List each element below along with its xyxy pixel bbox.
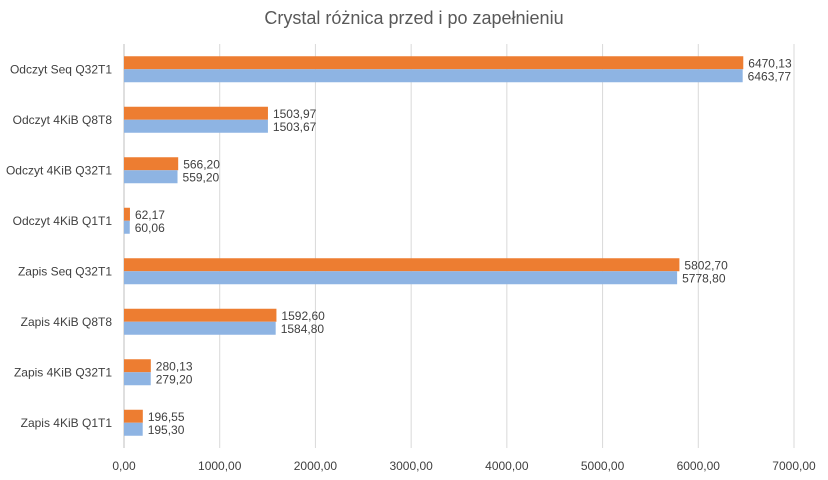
- x-tick-label: 6000,00: [677, 459, 721, 473]
- data-label: 60,06: [135, 221, 165, 235]
- x-tick-label: 2000,00: [294, 459, 338, 473]
- bar: [124, 119, 268, 133]
- data-label: 62,17: [135, 208, 165, 222]
- bar: [124, 207, 130, 221]
- data-label: 280,13: [156, 359, 193, 373]
- bar: [124, 359, 151, 373]
- x-tick-label: 7000,00: [772, 459, 816, 473]
- bar: [124, 422, 143, 436]
- x-tick-label: 3000,00: [389, 459, 433, 473]
- data-label: 6470,13: [748, 56, 792, 70]
- x-tick-label: 4000,00: [485, 459, 529, 473]
- bar: [124, 56, 744, 70]
- data-label: 5802,70: [684, 258, 728, 272]
- data-label: 6463,77: [748, 69, 792, 83]
- data-label: 1592,60: [281, 309, 325, 323]
- chart-title: Crystal różnica przed i po zapełnieniu: [264, 8, 564, 28]
- category-label: Odczyt 4KiB Q1T1: [13, 214, 113, 228]
- x-tick-label: 0,00: [112, 459, 136, 473]
- data-label: 5778,80: [682, 271, 726, 285]
- bar: [124, 321, 276, 335]
- category-label: Zapis 4KiB Q32T1: [14, 365, 112, 379]
- data-label: 195,30: [148, 423, 185, 437]
- bar: [124, 106, 268, 120]
- bar: [124, 271, 678, 285]
- data-label: 559,20: [183, 170, 220, 184]
- bar: [124, 308, 277, 322]
- x-tick-label: 1000,00: [198, 459, 242, 473]
- category-label: Zapis Seq Q32T1: [18, 264, 112, 278]
- data-label: 1503,97: [273, 107, 317, 121]
- bar: [124, 170, 178, 184]
- bar: [124, 372, 151, 386]
- bar: [124, 157, 179, 171]
- data-label: 566,20: [183, 157, 220, 171]
- category-label: Odczyt 4KiB Q32T1: [6, 163, 112, 177]
- data-label: 1503,67: [273, 120, 317, 134]
- bar: [124, 220, 130, 234]
- bar: [124, 258, 680, 272]
- category-label: Zapis 4KiB Q1T1: [21, 416, 113, 430]
- data-label: 1584,80: [281, 322, 325, 336]
- x-tick-label: 5000,00: [581, 459, 625, 473]
- category-label: Odczyt Seq Q32T1: [10, 62, 112, 76]
- bar: [124, 69, 743, 83]
- bar: [124, 409, 143, 423]
- data-label: 279,20: [156, 372, 193, 386]
- category-label: Zapis 4KiB Q8T8: [21, 315, 113, 329]
- data-label: 196,55: [148, 410, 185, 424]
- category-label: Odczyt 4KiB Q8T8: [13, 113, 113, 127]
